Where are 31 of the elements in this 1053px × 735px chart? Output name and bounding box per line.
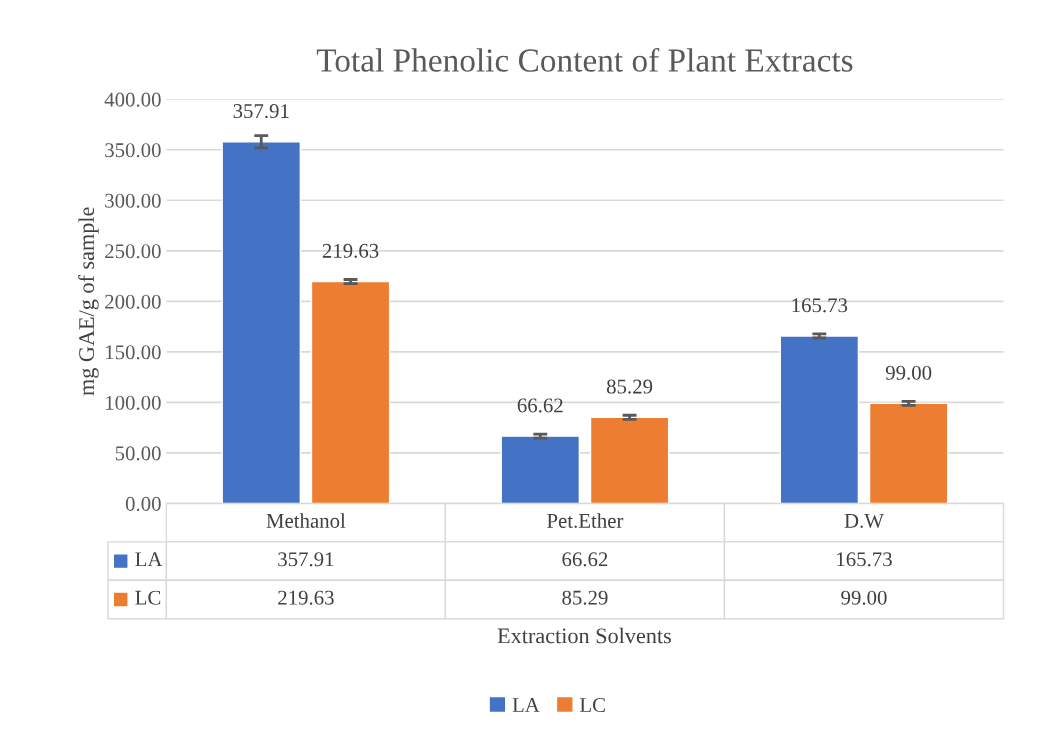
text: 165.73: [792, 298, 848, 313]
y-tick-label: 100.00: [106, 395, 161, 410]
y-tick-label: 0.00: [125, 496, 161, 511]
y-tick-label: 50.00: [115, 446, 161, 461]
x-tick-label: D.W: [844, 514, 884, 528]
y-tick-label: 350.00: [105, 143, 161, 158]
y-tick-label: 200.00: [105, 294, 161, 309]
text: 219.63: [278, 590, 334, 605]
text: LC: [579, 698, 605, 713]
chart-title: Total Phenolic Content of Plant Extracts: [316, 47, 853, 72]
legend-label: LC: [135, 590, 161, 605]
y-tick-label: 250.00: [105, 244, 161, 259]
text: 66.62: [517, 398, 563, 413]
y-tick-label: 300.00: [105, 193, 161, 208]
x-tick-label: Pet.Ether: [547, 513, 624, 528]
y-axis-title: mg GAE/g of sample: [78, 207, 99, 396]
x-tick-label: Methanol: [266, 513, 346, 528]
x-axis-title: Extraction Solvents: [497, 627, 671, 644]
text: 357.91: [278, 552, 334, 567]
y-tick-label: 400.00: [104, 92, 161, 107]
text: 85.29: [562, 590, 608, 605]
text: 219.63: [322, 243, 379, 258]
y-tick-label: 150.00: [106, 345, 161, 360]
text: 99.00: [885, 365, 932, 380]
text: LA: [512, 698, 540, 712]
text: 66.62: [562, 552, 608, 567]
legend-label: LA: [135, 552, 163, 567]
text: 85.29: [606, 379, 653, 394]
text: 357.91: [233, 104, 289, 119]
text: 165.73: [837, 552, 892, 567]
text: 99.00: [841, 590, 887, 605]
